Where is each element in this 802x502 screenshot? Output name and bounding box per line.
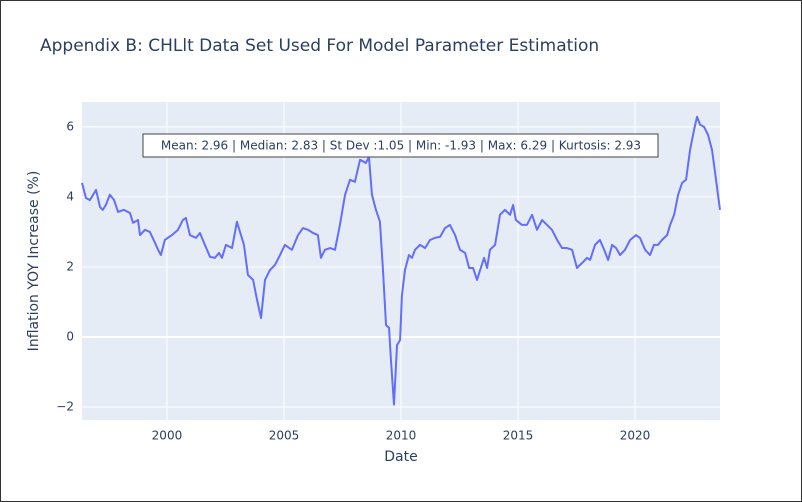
- y-axis-title: Inflation YOY Increase (%): [26, 171, 42, 352]
- x-tick-label: 2005: [269, 429, 300, 443]
- marks: [81, 115, 721, 406]
- x-tick-label: 2020: [620, 429, 651, 443]
- y-tick-label: 0: [66, 329, 74, 343]
- y-tick-label: −2: [56, 400, 74, 414]
- annotation-box: [142, 133, 659, 158]
- x-tick-label: 2000: [152, 429, 183, 443]
- y-tick-label: 2: [66, 259, 74, 273]
- x-axis-title: Date: [384, 449, 417, 465]
- annotation: Mean: 2.96 | Median: 2.83 | St Dev :1.05…: [161, 139, 641, 153]
- line: [81, 115, 721, 406]
- x-tick-label: 2010: [386, 429, 417, 443]
- y-tick-label: 6: [66, 119, 74, 133]
- chart-title: Appendix B: CHLlt Data Set Used For Mode…: [40, 36, 599, 56]
- x-tick-label: 2015: [503, 429, 534, 443]
- y-tick-label: 4: [66, 189, 74, 203]
